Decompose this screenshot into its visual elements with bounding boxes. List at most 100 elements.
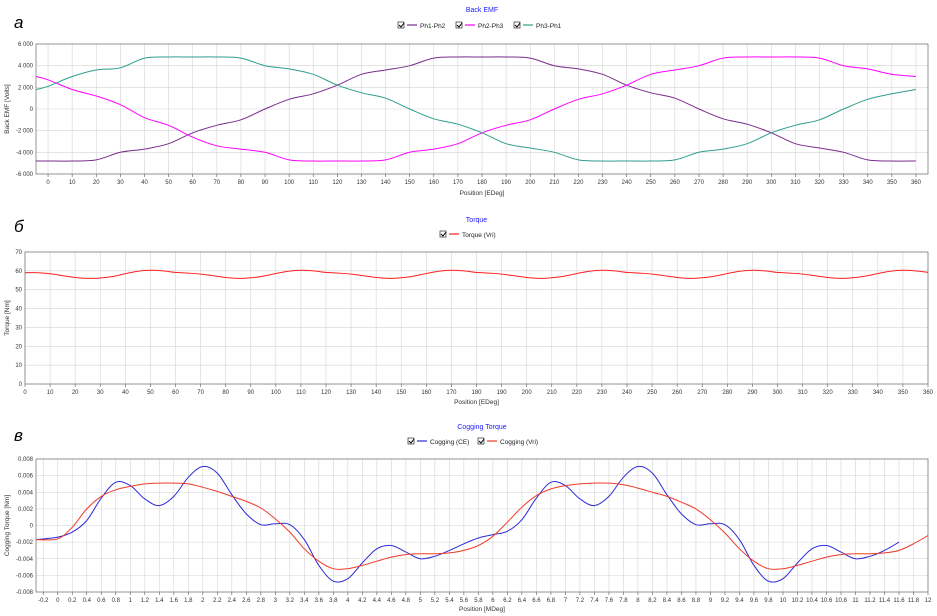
x-tick-label: 6.6 xyxy=(532,598,541,604)
x-tick-label: 12 xyxy=(925,598,932,604)
x-tick-label: 50 xyxy=(147,390,154,396)
x-tick-label: 320 xyxy=(823,390,834,396)
x-tick-label: 280 xyxy=(718,180,729,186)
x-tick-label: 3.6 xyxy=(315,598,324,604)
x-tick-label: 220 xyxy=(572,390,583,396)
x-tick-label: 7.2 xyxy=(576,598,585,604)
x-tick-label: 10.8 xyxy=(835,598,847,604)
y-axis-label: Torque [Nm] xyxy=(4,300,11,336)
series-line xyxy=(36,56,916,162)
x-tick-label: 170 xyxy=(453,180,464,186)
x-tick-label: 200 xyxy=(525,180,536,186)
x-tick-label: 80 xyxy=(238,180,245,186)
plot-area xyxy=(35,458,929,593)
y-tick-label: 70 xyxy=(15,250,22,256)
x-tick-label: 10.2 xyxy=(792,598,804,604)
legend-entry: Ph1-Ph2 xyxy=(397,21,446,30)
y-tick-label: -4 000 xyxy=(16,150,34,156)
y-tick-label: 0 xyxy=(19,382,23,388)
x-tick-label: 270 xyxy=(694,180,705,186)
y-tick-label: -0.002 xyxy=(16,540,34,546)
x-tick-label: 11.4 xyxy=(879,598,891,604)
x-tick-label: 10.4 xyxy=(806,598,818,604)
series-line xyxy=(36,482,928,570)
x-tick-label: 10 xyxy=(47,390,54,396)
x-tick-label: 9.8 xyxy=(764,598,773,604)
y-tick-label: 0.002 xyxy=(18,507,34,513)
x-tick-label: 130 xyxy=(346,390,357,396)
y-tick-label: 40 xyxy=(15,307,22,313)
x-tick-label: 8.4 xyxy=(663,598,672,604)
x-tick-label: 210 xyxy=(549,180,560,186)
x-tick-label: 0 xyxy=(56,598,60,604)
x-tick-label: 310 xyxy=(798,390,809,396)
x-tick-label: 30 xyxy=(97,390,104,396)
x-tick-label: 170 xyxy=(446,390,457,396)
chart-title: Back EMF xyxy=(466,7,498,14)
x-axis-label: Position [MDeg] xyxy=(459,606,505,613)
x-tick-label: 90 xyxy=(247,390,254,396)
series-line xyxy=(25,269,928,279)
legend-checkbox xyxy=(513,21,521,29)
x-tick-label: 300 xyxy=(772,390,783,396)
x-tick-label: 2 xyxy=(201,598,205,604)
legend-label: Torque (Vri) xyxy=(462,232,496,239)
x-tick-label: 9.6 xyxy=(750,598,759,604)
x-tick-label: 340 xyxy=(863,180,874,186)
legend-label: Ph2-Ph3 xyxy=(478,23,504,30)
x-tick-label: 90 xyxy=(262,180,269,186)
x-tick-label: 190 xyxy=(501,180,512,186)
chart-title: Cogging Torque xyxy=(457,424,506,431)
x-tick-label: 200 xyxy=(522,390,533,396)
x-tick-label: 70 xyxy=(197,390,204,396)
x-tick-label: 11 xyxy=(852,598,859,604)
x-tick-label: 0 xyxy=(23,390,27,396)
x-tick-label: 180 xyxy=(477,180,488,186)
x-tick-label: 0.6 xyxy=(97,598,106,604)
x-tick-label: 340 xyxy=(873,390,884,396)
plot-area xyxy=(35,43,929,175)
x-tick-label: 1.4 xyxy=(155,598,164,604)
y-tick-label: -0.004 xyxy=(16,557,34,563)
legend-label: Cogging (CE) xyxy=(430,439,469,446)
x-tick-label: 280 xyxy=(722,390,733,396)
x-tick-label: 4.8 xyxy=(402,598,411,604)
x-tick-label: 2.8 xyxy=(257,598,266,604)
x-tick-label: 40 xyxy=(122,390,129,396)
x-tick-label: 6.4 xyxy=(518,598,527,604)
x-tick-label: 5.2 xyxy=(431,598,440,604)
x-tick-label: 2.6 xyxy=(242,598,251,604)
y-tick-label: -0.006 xyxy=(16,573,34,579)
x-tick-label: 360 xyxy=(911,180,922,186)
y-tick-label: 0 xyxy=(30,524,34,530)
x-tick-label: 0 xyxy=(46,180,50,186)
checkmark-icon xyxy=(398,22,405,28)
legend-label: Ph1-Ph2 xyxy=(420,23,446,30)
checkmark-icon xyxy=(440,231,447,237)
x-tick-label: 310 xyxy=(790,180,801,186)
y-tick-label: -0.008 xyxy=(16,590,34,596)
x-tick-label: 240 xyxy=(622,390,633,396)
x-tick-label: 290 xyxy=(747,390,758,396)
x-tick-label: 230 xyxy=(597,390,608,396)
x-tick-label: 240 xyxy=(622,180,633,186)
x-tick-label: 80 xyxy=(222,390,229,396)
x-tick-label: 350 xyxy=(887,180,898,186)
legend-checkbox xyxy=(477,437,485,445)
chart-panel-2: б Torque Torque (Vri) 0 10 20 30 40 50 60 70 80 90 10… xyxy=(4,217,934,406)
chart-panel-1: а Back EMF Ph1-Ph2 Ph2-Ph3 Ph3-Ph1 0 10 20 30 40 5… xyxy=(4,7,929,197)
checkmark-icon xyxy=(456,22,463,28)
x-tick-label: 6.8 xyxy=(547,598,556,604)
x-tick-label: 160 xyxy=(421,390,432,396)
x-tick-label: 50 xyxy=(165,180,172,186)
x-tick-label: 290 xyxy=(742,180,753,186)
x-tick-label: 220 xyxy=(573,180,584,186)
x-tick-label: 6 xyxy=(491,598,495,604)
x-axis-label: Position [EDeg] xyxy=(460,190,505,197)
y-tick-label: 0 xyxy=(30,107,34,113)
panel-letter: а xyxy=(14,13,23,32)
panel-letter: в xyxy=(14,426,23,445)
x-tick-label: 5 xyxy=(419,598,423,604)
x-tick-label: 10 xyxy=(69,180,76,186)
x-tick-label: 5.4 xyxy=(445,598,454,604)
